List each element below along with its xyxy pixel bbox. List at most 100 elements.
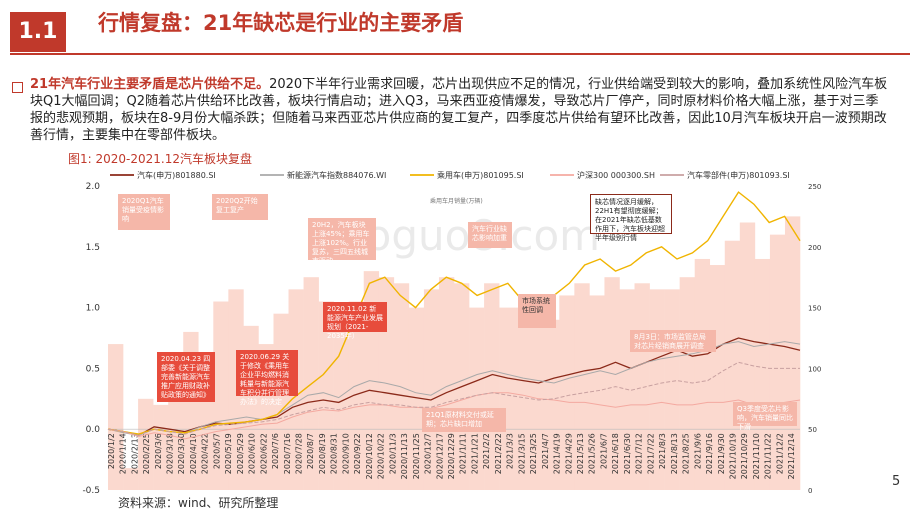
x-tick-label: 2020/12/17 [435, 433, 444, 479]
x-tick-label: 2021/9/16 [705, 433, 714, 474]
right-axis-tick-label: 250 [808, 183, 821, 191]
x-tick-label: 2020/11/13 [400, 433, 409, 479]
chart-annotation: 2020Q1汽车销量受疫情影响 [118, 194, 170, 230]
x-tick-label: 2021/9/6 [693, 433, 702, 469]
sales-bar [754, 258, 771, 490]
sales-bar [108, 344, 124, 490]
chart-annotation: 21Q1原材料交付或延期；芯片缺口增加 [422, 408, 506, 432]
x-tick-label: 2020/11/3 [388, 433, 397, 474]
x-tick-label: 2020/3/6 [154, 433, 163, 469]
x-tick-label: 2020/1/2 [107, 433, 116, 469]
x-tick-label: 2020/7/28 [295, 433, 304, 474]
sales-bar [333, 331, 349, 490]
x-tick-label: 2020/5/29 [236, 433, 245, 474]
x-tick-label: 2021/3/15 [517, 433, 526, 474]
series-line [107, 191, 801, 435]
left-axis-tick-label: 0.0 [86, 425, 101, 435]
right-axis-tick-label: 150 [808, 305, 821, 313]
x-tick-label: 2021/4/19 [553, 433, 562, 474]
sales-bar [423, 289, 440, 490]
x-tick-label: 2021/3/25 [529, 433, 538, 474]
chart-annotation: 市场系统性回调 [518, 294, 556, 328]
x-tick-label: 2020/5/7 [212, 433, 221, 469]
sales-bar [408, 307, 425, 490]
x-tick-label: 2020/2/13 [130, 433, 139, 474]
x-tick-label: 2020/10/12 [365, 433, 374, 479]
sales-bar [499, 307, 515, 490]
bar-legend-label: 乘用车月销量(万辆) [430, 197, 483, 205]
section-number: 1.1 [10, 12, 66, 52]
x-tick-label: 2020/4/10 [189, 433, 198, 474]
right-axis-tick-label: 200 [808, 244, 821, 252]
legend-label: 新能源汽车指数884076.WI [287, 170, 386, 180]
right-axis-tick-label: 50 [808, 426, 817, 434]
x-tick-label: 2020/11/25 [412, 433, 421, 479]
left-axis-tick-label: -0.5 [82, 486, 100, 496]
title-divider [10, 53, 910, 55]
x-tick-label: 2021/11/22 [764, 433, 773, 479]
x-tick-label: 2021/1/11 [459, 433, 468, 474]
x-tick-label: 2020/8/19 [318, 433, 327, 474]
x-tick-label: 2021/8/25 [682, 433, 691, 474]
x-tick-label: 2020/12/29 [447, 433, 456, 479]
sales-bar [724, 240, 741, 490]
sales-bar [469, 307, 485, 490]
sales-bar [544, 319, 560, 490]
sales-bar [484, 283, 500, 490]
sales-bar [348, 301, 365, 490]
left-axis-tick-label: 2.0 [86, 182, 101, 192]
x-tick-label: 2020/10/22 [377, 433, 386, 479]
x-tick-label: 2020/8/7 [306, 433, 315, 469]
x-tick-label: 2021/6/30 [623, 433, 632, 474]
right-axis-tick-label: 100 [808, 365, 821, 373]
series-line [107, 392, 801, 440]
chart-annotation: 2020.11.02 新能源汽车产业发展规划（2021-2035年） [323, 302, 387, 340]
sales-bar [153, 404, 169, 490]
x-tick-label: 2021/4/29 [564, 433, 573, 474]
sales-bar [574, 283, 590, 490]
chart-annotation: 2020.06.29 关于修改《乘用车企业平均燃料消耗量与新能源汽车积分并行管理… [236, 350, 298, 406]
sales-bar [694, 258, 711, 490]
legend-label: 沪深300 000300.SH [577, 170, 655, 180]
sales-bar [604, 277, 620, 490]
x-tick-label: 2020/1/14 [119, 433, 128, 474]
sales-bar [529, 313, 545, 490]
chart-annotation: 2020.04.23 四部委《关于调整完善新能源汽车推广应用财政补贴政策的通知》 [157, 352, 215, 402]
right-axis-tick-label: 0 [808, 487, 812, 495]
left-axis-tick-label: 1.0 [86, 304, 101, 314]
x-tick-label: 2021/11/10 [752, 433, 761, 479]
x-tick-label: 2020/6/10 [248, 433, 257, 474]
sales-bar [514, 307, 530, 490]
x-tick-label: 2020/12/7 [424, 433, 433, 474]
chart-annotation: Q3季度受芯片影响，汽车销量同比下滑 [733, 402, 797, 431]
figure-title: 图1: 2020-2021.12汽车板块复盘 [68, 152, 252, 166]
series-line [107, 361, 800, 436]
x-tick-label: 2021/7/22 [646, 433, 655, 474]
x-tick-label: 2021/10/19 [728, 433, 737, 479]
x-tick-label: 2021/8/13 [670, 433, 679, 474]
summary-text: 2020下半年行业需求回暖，芯片出现供应不足的情况，行业供给端受到较大的影响，叠… [30, 77, 888, 143]
x-tick-label: 2021/5/26 [588, 433, 597, 474]
legend-label: 汽车零部件(申万)801093.SI [687, 170, 790, 180]
page-number: 5 [892, 474, 901, 489]
sales-bar [709, 265, 726, 490]
x-tick-label: 2021/5/13 [576, 433, 585, 474]
summary-paragraph: 21年汽车行业主要矛盾是芯片供给不足。2020下半年行业需求回暖，芯片出现供应不… [30, 76, 890, 144]
x-tick-label: 2021/6/18 [611, 433, 620, 474]
x-tick-label: 2021/2/22 [494, 433, 503, 474]
bullet-square-icon [12, 82, 23, 93]
x-tick-label: 2021/4/7 [541, 433, 550, 469]
legend-label: 汽车(申万)801880.SI [137, 170, 216, 180]
x-tick-label: 2021/2/2 [482, 433, 491, 469]
x-tick-label: 2020/3/30 [177, 433, 186, 474]
left-axis-tick-label: 0.5 [86, 364, 100, 374]
sales-bar [318, 301, 334, 490]
x-tick-label: 2021/1/21 [470, 433, 479, 474]
sales-bar [589, 295, 605, 490]
x-tick-label: 2020/9/10 [341, 433, 350, 474]
page-title: 行情复盘：21年缺芯是行业的主要矛盾 [98, 11, 464, 35]
x-tick-label: 2020/9/22 [353, 433, 362, 474]
x-tick-label: 2021/3/3 [506, 433, 515, 469]
sales-bar [138, 398, 154, 490]
legend-label: 乘用车(申万)801095.SI [437, 170, 524, 180]
